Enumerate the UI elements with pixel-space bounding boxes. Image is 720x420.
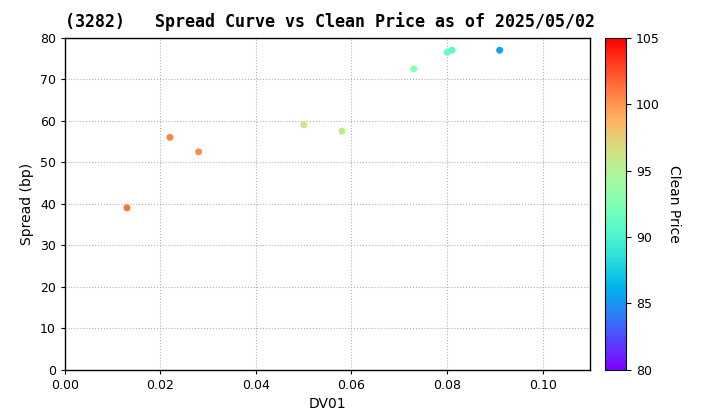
Text: (3282)   Spread Curve vs Clean Price as of 2025/05/02: (3282) Spread Curve vs Clean Price as of… <box>65 12 595 31</box>
Point <box>441 49 453 56</box>
Point <box>446 47 458 54</box>
Y-axis label: Spread (bp): Spread (bp) <box>20 163 35 245</box>
Point <box>164 134 176 141</box>
Point <box>298 121 310 128</box>
Point <box>408 66 419 72</box>
Point <box>336 128 348 134</box>
Point <box>494 47 505 54</box>
Point <box>193 149 204 155</box>
Y-axis label: Clean Price: Clean Price <box>667 165 681 243</box>
X-axis label: DV01: DV01 <box>309 397 346 411</box>
Point <box>121 205 132 211</box>
